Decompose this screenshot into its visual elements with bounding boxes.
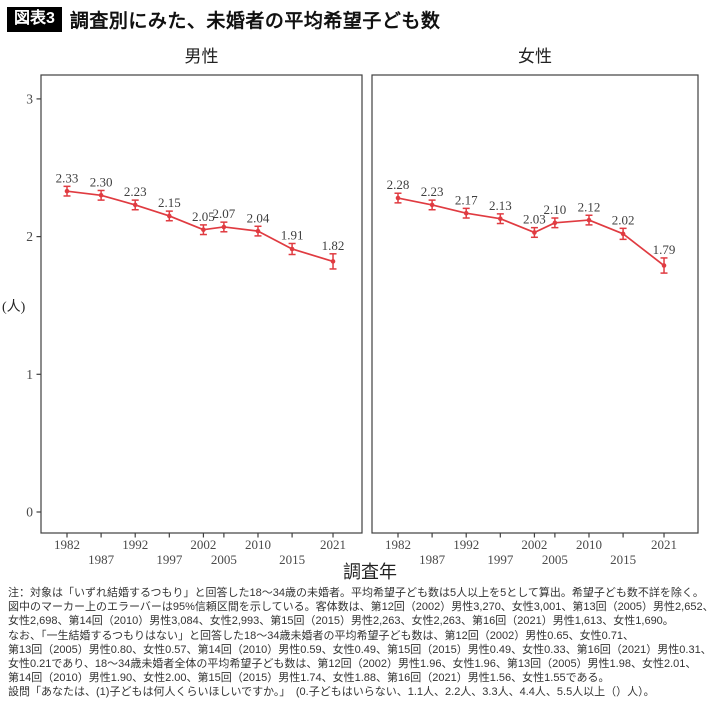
data-point: [132, 202, 138, 208]
line-chart: 男性19821987199219972002200520102015202101…: [2, 47, 699, 582]
data-point-label: 2.05: [192, 209, 215, 224]
x-tick-label: 1982: [385, 537, 411, 552]
x-tick-label: 2010: [576, 537, 602, 552]
x-tick-label: 2010: [245, 537, 271, 552]
panel-title-male: 男性: [185, 47, 219, 66]
y-tick-label: 2: [26, 229, 33, 244]
panel-border-female: [371, 74, 699, 534]
data-point: [167, 213, 172, 219]
note-line: なお、「一生結婚するつもりはない」と回答した18〜34歳未婚者の平均希望子ども数…: [8, 629, 635, 642]
data-point-label: 2.17: [455, 192, 478, 207]
data-point: [289, 246, 295, 252]
data-point: [620, 231, 626, 237]
note-line: 図中のマーカー上のエラーバーは95%信頼区間を示している。客体数は、第12回（2…: [8, 601, 708, 614]
data-point-label: 2.23: [421, 184, 444, 199]
data-point: [255, 228, 261, 234]
x-tick-label: 1992: [453, 537, 479, 552]
x-tick-label: 2005: [211, 552, 237, 567]
data-point-label: 2.03: [523, 212, 546, 227]
x-tick-label: 1992: [122, 537, 148, 552]
x-tick-label: 2005: [542, 552, 568, 567]
data-point: [330, 259, 336, 264]
note-line: 女性2,698、第14回（2010）男性3,084、女性2,993、第15回（2…: [8, 615, 674, 628]
x-tick-label: 2021: [320, 537, 346, 552]
x-tick-label: 2021: [651, 537, 677, 552]
data-point-label: 2.02: [612, 212, 635, 227]
figure-header: 図表3 調査別にみた、未婚者の平均希望子ども数: [7, 6, 440, 33]
x-tick-label: 1982: [54, 537, 80, 552]
x-tick-label: 2002: [190, 537, 216, 552]
data-point-label: 2.23: [124, 184, 147, 199]
data-point: [395, 195, 401, 201]
panel-title-female: 女性: [518, 47, 552, 66]
note-line: 第13回（2005）男性0.80、女性0.57、第14回（2010）男性0.59…: [8, 643, 708, 656]
panel-border-male: [40, 74, 363, 534]
x-tick-label: 2015: [279, 552, 305, 567]
data-point-label: 2.33: [56, 170, 79, 185]
note-line: 注：対象は「いずれ結婚するつもり」と回答した18〜34歳の未婚者。平均希望子ども…: [8, 587, 704, 599]
data-line-female: [397, 197, 665, 267]
x-tick-label: 1987: [88, 552, 115, 567]
data-point-label: 2.07: [213, 206, 236, 221]
x-tick-label: 1987: [419, 552, 446, 567]
data-point-label: 2.12: [578, 199, 601, 214]
note-line: 設問「あなたは、(1)子どもは何人くらいほしいですか。」 (0.子どもはいらない…: [8, 686, 655, 699]
data-point-label: 2.15: [158, 195, 181, 210]
y-tick-label: 3: [26, 91, 33, 106]
data-point: [221, 224, 227, 230]
y-tick-label: 1: [26, 367, 33, 382]
data-point-label: 1.91: [281, 227, 304, 242]
data-point-label: 2.04: [247, 210, 270, 225]
data-point-label: 2.30: [90, 174, 113, 189]
note-line: 第14回（2010）男性1.90、女性2.00、第15回（2015）男性1.74…: [8, 672, 610, 685]
data-point-label: 1.79: [653, 242, 676, 257]
data-point-label: 2.10: [544, 202, 567, 217]
data-point: [429, 202, 435, 208]
x-tick-label: 2002: [521, 537, 547, 552]
x-tick-label: 1997: [487, 552, 514, 567]
figure-title: 調査別にみた、未婚者の平均希望子ども数: [69, 11, 441, 32]
y-axis-title: (人): [2, 299, 26, 315]
data-point: [586, 217, 592, 223]
data-point: [463, 210, 469, 216]
note-line: 女性0.21であり、18〜34歳未婚者全体の平均希望子ども数は、第12回（200…: [8, 658, 697, 671]
data-point-label: 1.82: [322, 238, 345, 253]
data-point: [498, 216, 503, 221]
figure-badge: 図表3: [7, 7, 62, 32]
data-point-label: 2.13: [489, 198, 512, 213]
data-point: [201, 227, 206, 233]
data-point: [532, 230, 537, 235]
x-axis-title: 調査年: [343, 562, 397, 582]
data-point: [98, 192, 104, 198]
figure-notes: 注：対象は「いずれ結婚するつもり」と回答した18〜34歳の未婚者。平均希望子ども…: [8, 586, 708, 700]
data-point: [661, 263, 667, 268]
data-point: [552, 220, 558, 226]
x-tick-label: 1997: [156, 552, 183, 567]
data-point-label: 2.28: [387, 177, 410, 192]
x-tick-label: 2015: [610, 552, 636, 567]
y-tick-label: 0: [26, 505, 33, 520]
data-point: [64, 188, 70, 194]
